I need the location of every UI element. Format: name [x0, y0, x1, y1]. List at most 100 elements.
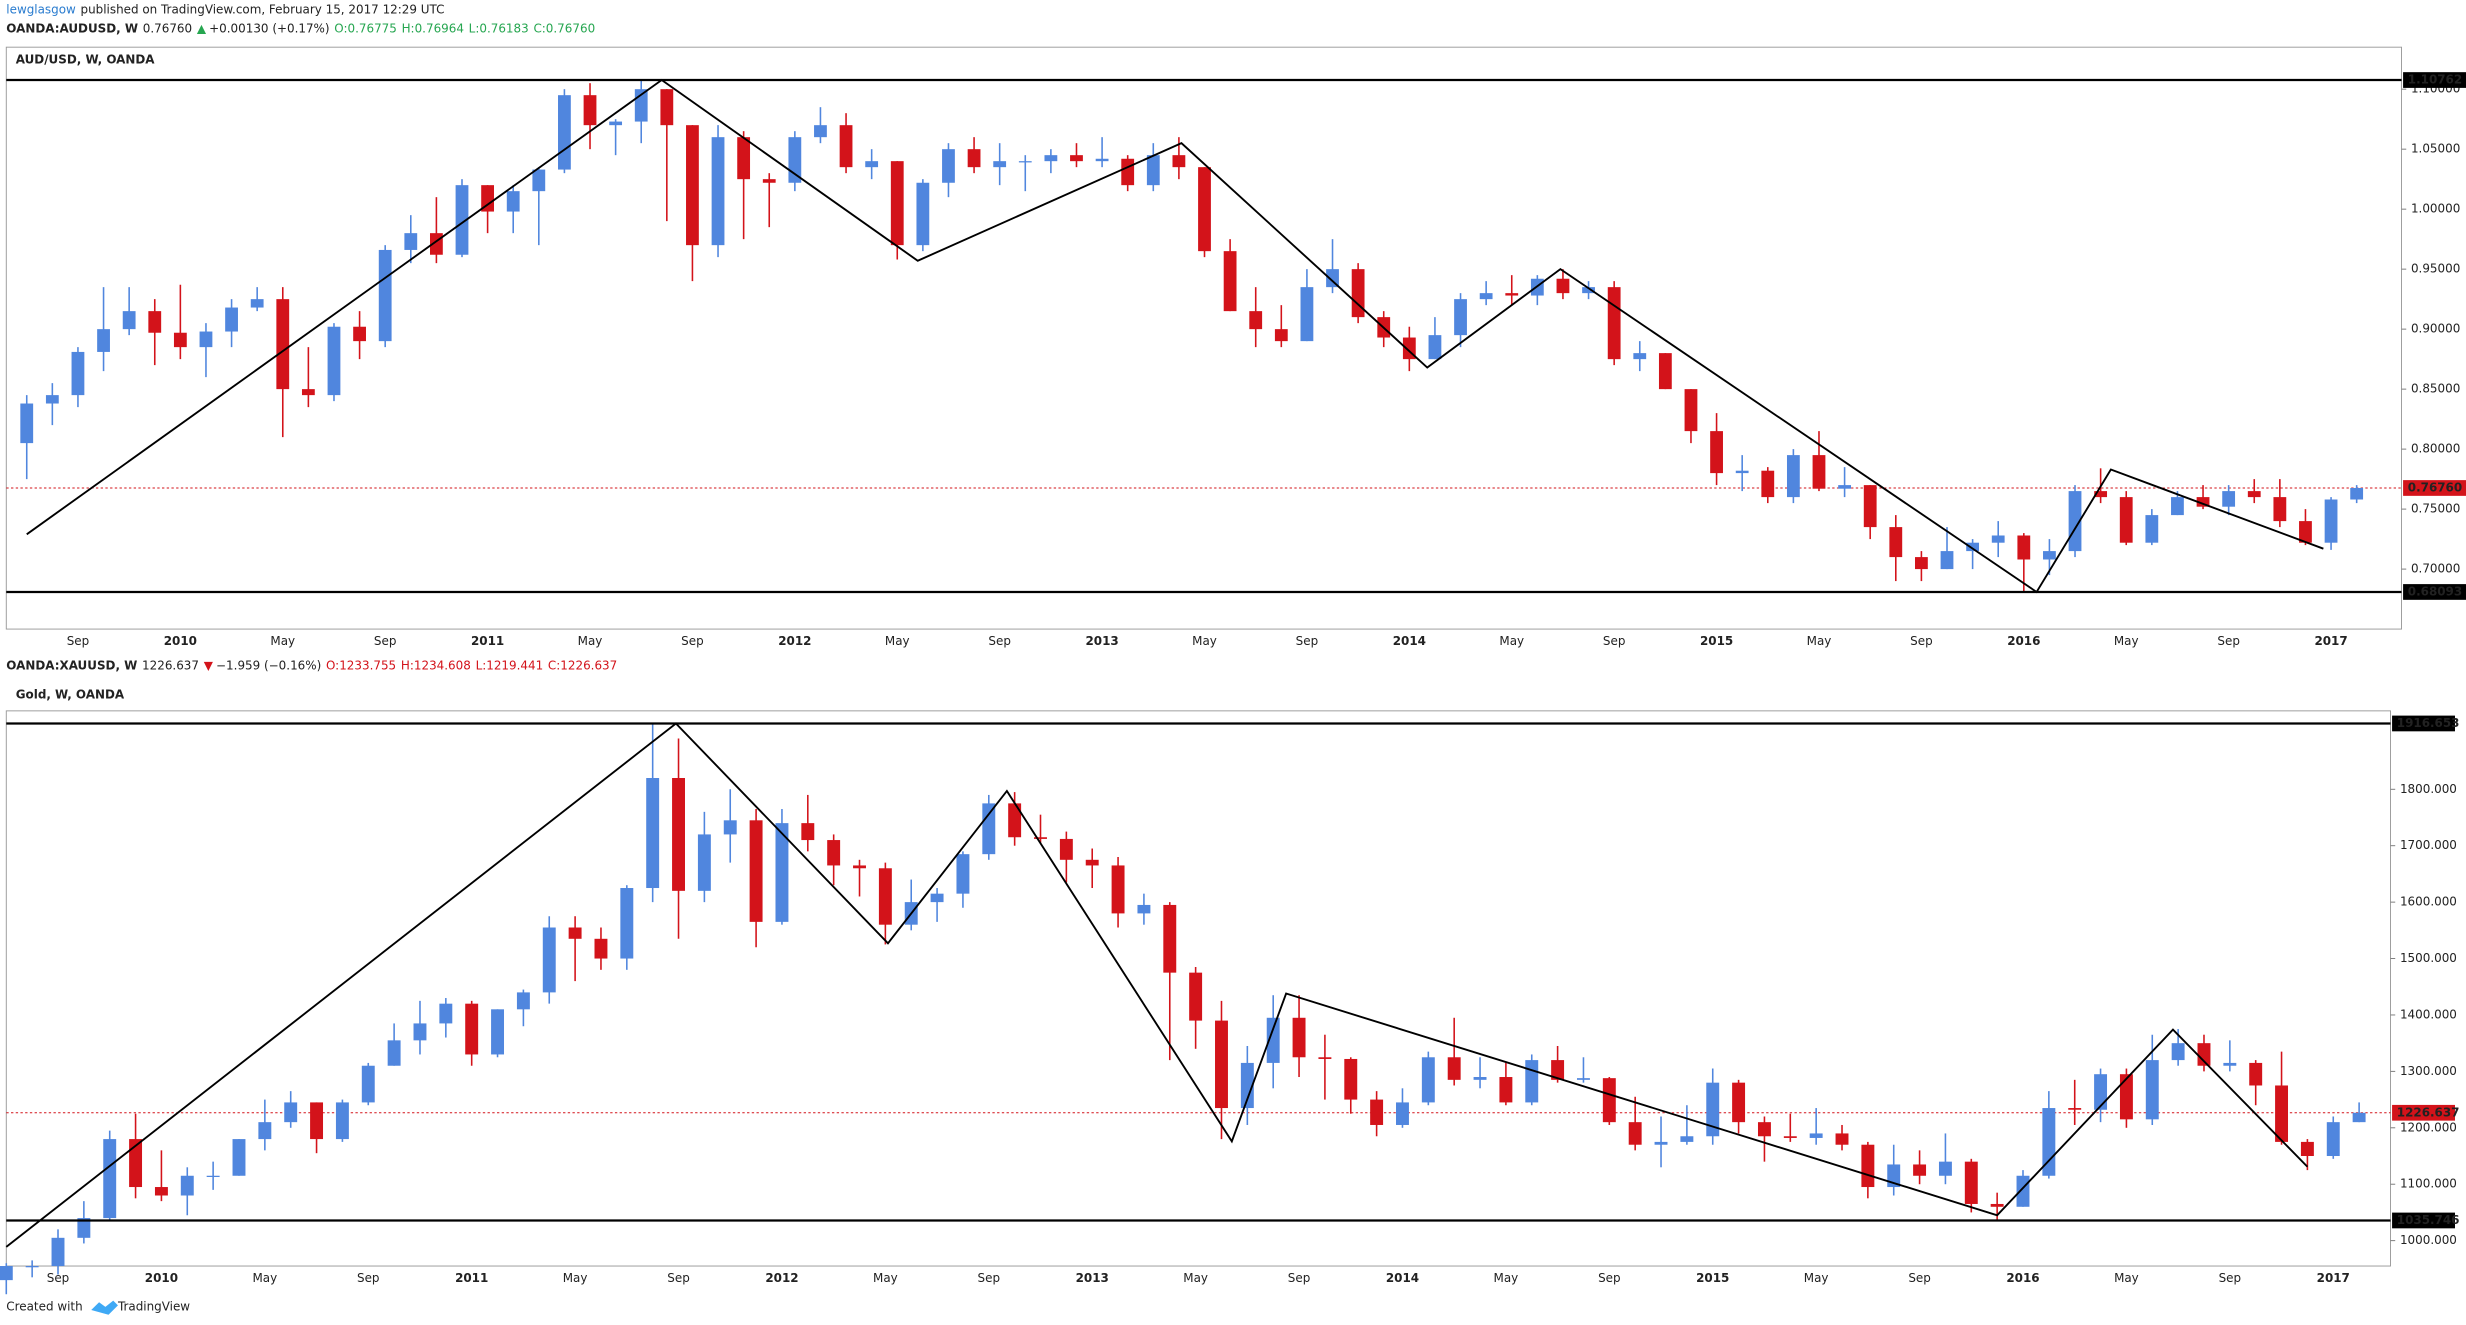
author[interactable]: lewglasgow: [6, 2, 76, 16]
candle-body: [1966, 542, 1980, 552]
candle-body: [1654, 1141, 1668, 1145]
last: 0.76760: [143, 21, 192, 35]
level-tag: [2392, 1212, 2455, 1229]
candle-body: [310, 1102, 324, 1140]
candle-body: [1582, 287, 1595, 294]
candle-body: [1684, 389, 1698, 432]
candle-body: [620, 888, 634, 959]
quote-close: C:0.76760: [533, 21, 595, 35]
candle-body: [930, 893, 944, 903]
candle-body: [225, 307, 238, 332]
y-tick-label: 1100.000: [2400, 1177, 2457, 1191]
level-label: 1916.653: [2397, 716, 2460, 730]
x-tick-label: 2017: [2314, 634, 2347, 648]
candle-body: [1757, 1122, 1771, 1137]
x-tick-label: Sep: [988, 634, 1010, 648]
candle-body: [1732, 1082, 1746, 1123]
candle-body: [173, 332, 187, 348]
candle-body: [788, 137, 802, 183]
candle-body: [1326, 269, 1339, 288]
candle-body: [542, 927, 556, 993]
x-tick-label: May: [1499, 634, 1524, 648]
last-price-label: 0.76760: [2408, 480, 2462, 494]
candle-body: [284, 1102, 298, 1123]
symbol: OANDA:AUDUSD, W: [6, 21, 138, 35]
candle-body: [361, 1065, 375, 1103]
candle-body: [387, 1040, 401, 1066]
candle-body: [762, 179, 776, 183]
candle-body: [1964, 1161, 1978, 1204]
candle-body: [646, 777, 660, 889]
candle-body: [353, 326, 366, 342]
candle-body: [1018, 161, 1032, 163]
x-tick-label: May: [1192, 634, 1217, 648]
level-label: 0.68093: [2408, 584, 2462, 598]
candle-body: [1710, 431, 1723, 474]
candle-body: [1783, 1136, 1797, 1138]
quote-low: L:1219.441: [476, 658, 544, 672]
x-tick-label: 2016: [2006, 1271, 2039, 1285]
x-tick-label: Sep: [2219, 1271, 2242, 1285]
candle-body: [2094, 1074, 2108, 1110]
candle-body: [2196, 497, 2210, 507]
candle-body: [2043, 551, 2056, 560]
quote-line: OANDA:AUDUSD, W 0.76760 ▲ +0.00130 (+0.17%)…: [6, 21, 595, 35]
candle-body: [1706, 1082, 1720, 1137]
y-tick-label: 0.95000: [2411, 262, 2460, 276]
x-tick-label: May: [270, 634, 295, 648]
candle-body: [1838, 485, 1851, 489]
candle-body: [1223, 251, 1237, 312]
y-tick-label: 0.90000: [2411, 322, 2460, 336]
candle-body: [45, 395, 59, 404]
candle-body: [71, 351, 85, 396]
candle-body: [1292, 1017, 1306, 1058]
candle-body: [148, 311, 162, 333]
y-tick-label: 1.00000: [2411, 202, 2460, 216]
candle-body: [481, 185, 495, 212]
candle-body: [1189, 972, 1203, 1021]
quote-line: OANDA:XAUUSD, W 1226.637 ▼ −1.959 (−0.16%) O…: [6, 658, 617, 672]
candle-body: [737, 137, 751, 180]
x-tick-label: Sep: [2217, 634, 2240, 648]
created-with: Created with: [6, 1299, 82, 1313]
level-label: 1035.746: [2397, 1213, 2460, 1227]
candle-body: [1163, 904, 1177, 973]
candle-body: [1198, 167, 1211, 252]
candle-body: [2247, 491, 2261, 498]
candle-body: [1344, 1058, 1358, 1100]
candle-body: [2171, 497, 2184, 516]
candle-body: [413, 1023, 427, 1041]
candle-body: [404, 233, 418, 250]
y-tick-label: 1500.000: [2400, 951, 2457, 965]
x-tick-label: 2010: [164, 634, 197, 648]
candle-body: [465, 1003, 479, 1055]
candle-body: [2222, 491, 2236, 507]
candle-body: [2249, 1062, 2263, 1086]
candle-body: [1421, 1057, 1435, 1103]
y-tick-label: 1800.000: [2400, 782, 2457, 796]
candle-body: [1525, 1060, 1539, 1103]
x-tick-label: Sep: [1910, 634, 1933, 648]
candle-body: [993, 161, 1007, 168]
candle-body: [967, 149, 981, 168]
candle-body: [1812, 455, 1826, 489]
candle-body: [1556, 278, 1570, 294]
candle-body: [1761, 470, 1775, 498]
last-price-tag: [2403, 480, 2466, 496]
candle-body: [154, 1187, 168, 1196]
y-tick-label: 1.05000: [2411, 142, 2460, 156]
last: 1226.637: [142, 658, 199, 672]
y-tick-label: 1600.000: [2400, 895, 2457, 909]
candle-body: [258, 1122, 272, 1140]
x-tick-label: Sep: [1908, 1271, 1931, 1285]
candle-body: [0, 1266, 13, 1281]
candle-body: [1809, 1133, 1823, 1138]
candle-body: [1266, 1017, 1280, 1063]
candle-body: [2273, 497, 2287, 522]
candle-body: [1370, 1099, 1384, 1125]
candle-body: [2223, 1062, 2237, 1066]
candle-body: [558, 95, 571, 170]
x-tick-label: May: [1804, 1271, 1829, 1285]
candle-body: [1551, 1060, 1565, 1080]
brand[interactable]: TradingView: [117, 1299, 190, 1313]
